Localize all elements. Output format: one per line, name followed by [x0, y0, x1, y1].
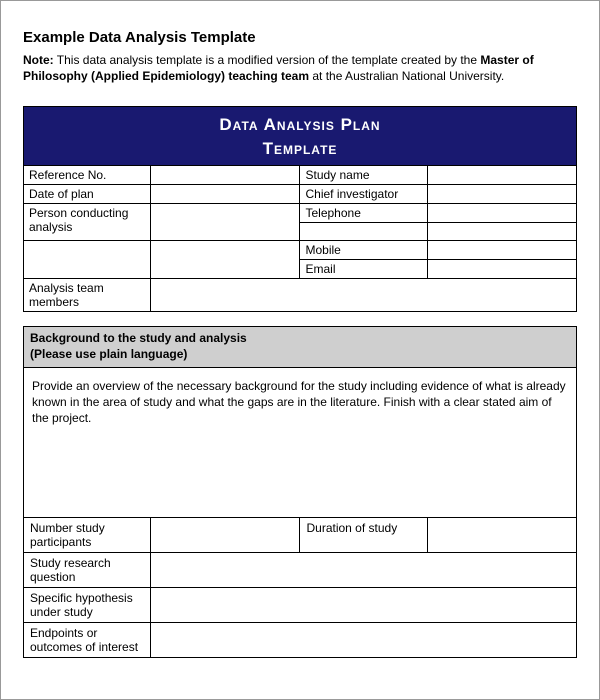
plan-header: Data Analysis Plan Template	[24, 107, 577, 166]
background-header: Background to the study and analysis (Pl…	[24, 327, 577, 367]
value-study-name	[427, 166, 576, 185]
background-heading-l2: (Please use plain language)	[30, 347, 570, 363]
document-note: Note: This data analysis template is a m…	[23, 52, 577, 84]
value-analysis-team	[151, 279, 577, 312]
label-mobile: Mobile	[300, 241, 427, 260]
note-text-pre: This data analysis template is a modifie…	[54, 53, 481, 67]
label-research-question: Study research question	[24, 552, 151, 587]
label-date-of-plan: Date of plan	[24, 185, 151, 204]
note-label: Note:	[23, 53, 54, 67]
label-person-conducting-cont	[24, 241, 151, 279]
label-reference-no: Reference No.	[24, 166, 151, 185]
document-page: Example Data Analysis Template Note: Thi…	[1, 1, 599, 680]
document-title: Example Data Analysis Template	[23, 29, 577, 46]
value-email	[427, 260, 576, 279]
value-hypothesis	[151, 587, 577, 622]
background-section: Background to the study and analysis (Pl…	[23, 326, 577, 657]
value-duration	[427, 517, 576, 552]
label-study-name: Study name	[300, 166, 427, 185]
label-analysis-team: Analysis team members	[24, 279, 151, 312]
background-body: Provide an overview of the necessary bac…	[24, 367, 577, 517]
plan-header-line1: Data Analysis Plan	[24, 115, 576, 135]
value-endpoints	[151, 622, 577, 657]
plan-table: Data Analysis Plan Template Reference No…	[23, 106, 577, 312]
label-number-participants: Number study participants	[24, 517, 151, 552]
background-heading-l1: Background to the study and analysis	[30, 331, 570, 347]
label-chief-investigator: Chief investigator	[300, 185, 427, 204]
value-telephone	[427, 204, 576, 223]
label-endpoints: Endpoints or outcomes of interest	[24, 622, 151, 657]
value-research-question	[151, 552, 577, 587]
value-person-conducting-cont	[151, 241, 300, 279]
label-person-conducting: Person conducting analysis	[24, 204, 151, 241]
plan-header-line2: Template	[24, 139, 576, 159]
note-text-post: at the Australian National University.	[309, 69, 504, 83]
value-reference-no	[151, 166, 300, 185]
value-number-participants	[151, 517, 300, 552]
label-hypothesis: Specific hypothesis under study	[24, 587, 151, 622]
value-chief-investigator	[427, 185, 576, 204]
label-email: Email	[300, 260, 427, 279]
value-mobile	[427, 241, 576, 260]
value-person-conducting	[151, 204, 300, 241]
value-telephone-2	[300, 223, 427, 241]
label-telephone: Telephone	[300, 204, 427, 223]
value-telephone-2b	[427, 223, 576, 241]
value-date-of-plan	[151, 185, 300, 204]
label-duration: Duration of study	[300, 517, 427, 552]
